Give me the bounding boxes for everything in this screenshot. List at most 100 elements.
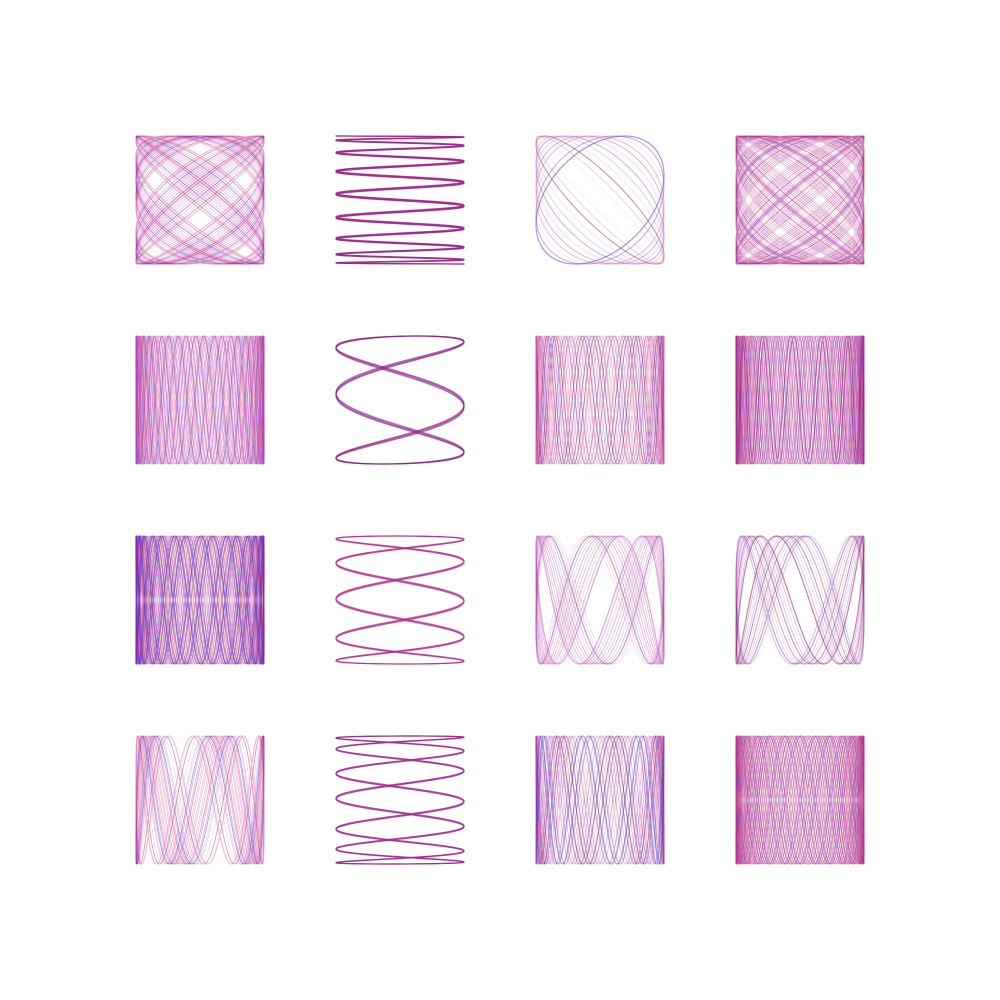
lissajous-panel — [135, 335, 265, 465]
lissajous-curve — [335, 335, 465, 465]
lissajous-panel — [135, 735, 265, 865]
lissajous-curve — [535, 135, 665, 265]
lissajous-curve — [535, 535, 665, 665]
lissajous-curve — [535, 135, 665, 265]
lissajous-panel — [735, 335, 865, 465]
lissajous-panel — [735, 535, 865, 665]
lissajous-curve — [735, 535, 865, 665]
lissajous-curve — [735, 335, 865, 465]
lissajous-curve — [735, 135, 865, 265]
lissajous-curve — [735, 135, 865, 265]
lissajous-curve — [535, 535, 665, 665]
lissajous-panel — [335, 135, 465, 265]
lissajous-curve — [135, 135, 265, 265]
lissajous-curve — [135, 135, 265, 265]
lissajous-curve — [535, 735, 665, 865]
lissajous-panel — [535, 135, 665, 265]
lissajous-curve — [135, 735, 265, 865]
lissajous-curve — [735, 335, 865, 465]
lissajous-curve — [535, 535, 665, 665]
lissajous-curve — [135, 135, 265, 265]
lissajous-curve — [535, 535, 665, 665]
lissajous-panel — [335, 535, 465, 665]
lissajous-curve — [135, 135, 265, 265]
lissajous-curve — [535, 735, 665, 865]
panel-grid — [135, 135, 865, 865]
lissajous-curve — [135, 135, 265, 265]
lissajous-curve — [535, 135, 665, 265]
lissajous-panel — [135, 535, 265, 665]
lissajous-curve — [735, 135, 865, 265]
lissajous-curve — [135, 735, 265, 865]
lissajous-curve — [735, 135, 865, 265]
lissajous-curve — [535, 335, 665, 465]
lissajous-curve — [735, 535, 865, 665]
lissajous-panel — [735, 135, 865, 265]
lissajous-curve — [735, 135, 865, 265]
lissajous-curve — [535, 135, 665, 265]
lissajous-curve — [535, 535, 665, 665]
lissajous-curve — [135, 735, 265, 865]
lissajous-curve — [735, 335, 865, 465]
lissajous-curve — [735, 135, 865, 265]
lissajous-curve — [535, 335, 665, 465]
lissajous-panel — [535, 535, 665, 665]
lissajous-curve — [335, 335, 465, 465]
lissajous-curve — [335, 335, 465, 465]
lissajous-curve — [735, 535, 865, 665]
lissajous-curve — [135, 735, 265, 865]
lissajous-curve — [135, 735, 265, 865]
lissajous-curve — [735, 535, 865, 665]
lissajous-curve — [135, 335, 265, 465]
lissajous-panel — [135, 135, 265, 265]
lissajous-curve — [135, 335, 265, 465]
lissajous-curve — [535, 535, 665, 665]
lissajous-curve — [335, 535, 465, 665]
lissajous-curve — [135, 735, 265, 865]
lissajous-curve — [535, 335, 665, 465]
lissajous-curve — [535, 335, 665, 465]
lissajous-panel — [335, 735, 465, 865]
lissajous-curve — [335, 735, 465, 865]
lissajous-curve — [535, 135, 665, 265]
lissajous-curve — [135, 535, 265, 665]
lissajous-curve — [335, 535, 465, 665]
lissajous-curve — [735, 135, 865, 265]
lissajous-curve — [335, 335, 465, 465]
lissajous-curve — [535, 135, 665, 265]
lissajous-curve — [135, 135, 265, 265]
lissajous-curve — [535, 135, 665, 265]
lissajous-panel — [535, 335, 665, 465]
lissajous-curve — [535, 535, 665, 665]
lissajous-curve — [535, 735, 665, 865]
lissajous-curve — [335, 135, 465, 265]
lissajous-curve — [535, 735, 665, 865]
lissajous-curve — [735, 735, 865, 865]
lissajous-curve — [135, 335, 265, 465]
lissajous-curve — [735, 535, 865, 665]
lissajous-curve — [535, 135, 665, 265]
lissajous-curve — [135, 135, 265, 265]
lissajous-curve — [735, 335, 865, 465]
lissajous-curve — [535, 335, 665, 465]
lissajous-curve — [735, 135, 865, 265]
lissajous-panel — [735, 735, 865, 865]
lissajous-curve — [535, 135, 665, 265]
lissajous-curve — [735, 135, 865, 265]
lissajous-curve — [735, 535, 865, 665]
lissajous-curve — [535, 535, 665, 665]
lissajous-curve — [535, 735, 665, 865]
lissajous-panel — [335, 335, 465, 465]
lissajous-curve — [735, 135, 865, 265]
lissajous-panel — [535, 735, 665, 865]
lissajous-curve — [735, 535, 865, 665]
lissajous-curve — [735, 535, 865, 665]
lissajous-curve — [735, 535, 865, 665]
lissajous-curve — [735, 535, 865, 665]
lissajous-curve — [135, 535, 265, 665]
lissajous-curve — [135, 535, 265, 665]
lissajous-curve — [535, 535, 665, 665]
lissajous-curve — [735, 135, 865, 265]
lissajous-curve — [735, 135, 865, 265]
